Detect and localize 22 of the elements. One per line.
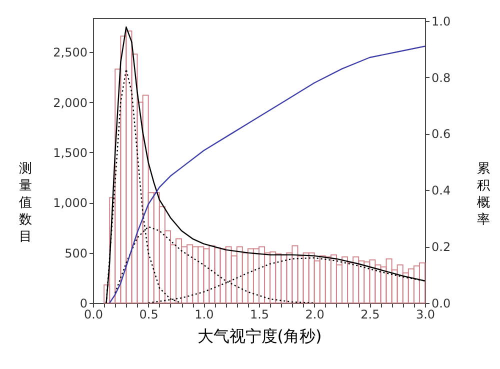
- y2-tick-label: 0.8: [432, 70, 451, 85]
- y-tick-label: 2,500: [53, 46, 88, 60]
- y2-tick-label: 0.4: [432, 184, 451, 198]
- x-axis-title: 大气视宁度(角秒): [197, 326, 322, 346]
- y-tick-label: 2,000: [53, 96, 88, 110]
- x-tick-label: 3.0: [416, 308, 436, 322]
- x-tick-label: 0.0: [84, 308, 104, 322]
- x-tick-label: 2.5: [360, 308, 380, 322]
- x-tick-label: 2.0: [305, 308, 324, 322]
- y-tick-label: 1,500: [53, 146, 88, 160]
- y2-tick-label: 1.0: [432, 14, 451, 28]
- x-tick-label: 1.5: [250, 308, 270, 322]
- y-tick-label: 500: [64, 246, 88, 260]
- y-tick-label: 0: [80, 296, 88, 310]
- y-axis-title: 测量值数目: [19, 162, 32, 244]
- y2-tick-label: 0.6: [432, 127, 451, 142]
- x-tick-label: 0.5: [139, 308, 158, 322]
- x-tick-label: 1.0: [194, 308, 214, 322]
- y-tick-label: 1,000: [53, 196, 88, 210]
- y2-tick-label: 0.2: [432, 240, 451, 254]
- y2-tick-label: 0.0: [432, 296, 451, 310]
- y2-axis-title: 累积概率: [477, 162, 490, 228]
